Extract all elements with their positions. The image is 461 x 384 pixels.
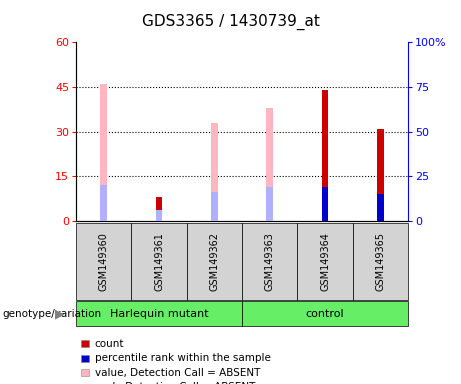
Text: GSM149364: GSM149364 — [320, 232, 330, 291]
Bar — [211, 122, 218, 221]
Text: percentile rank within the sample: percentile rank within the sample — [95, 353, 271, 363]
Bar — [156, 210, 162, 221]
Bar — [322, 90, 328, 221]
Bar — [156, 197, 162, 221]
Text: GDS3365 / 1430739_at: GDS3365 / 1430739_at — [142, 13, 319, 30]
Bar — [211, 192, 218, 221]
Bar — [377, 129, 384, 221]
Text: GSM149360: GSM149360 — [99, 232, 109, 291]
Text: GSM149361: GSM149361 — [154, 232, 164, 291]
Bar — [100, 185, 107, 221]
Text: value, Detection Call = ABSENT: value, Detection Call = ABSENT — [95, 368, 260, 378]
Bar — [156, 197, 162, 221]
Text: Harlequin mutant: Harlequin mutant — [110, 309, 208, 319]
Bar — [322, 187, 328, 221]
Text: GSM149362: GSM149362 — [209, 232, 219, 291]
Text: rank, Detection Call = ABSENT: rank, Detection Call = ABSENT — [95, 382, 255, 384]
Text: count: count — [95, 339, 124, 349]
Text: genotype/variation: genotype/variation — [2, 309, 101, 319]
Bar — [100, 84, 107, 221]
Text: ▶: ▶ — [55, 308, 65, 320]
Bar — [377, 194, 384, 221]
Bar — [266, 187, 273, 221]
Text: GSM149365: GSM149365 — [375, 232, 385, 291]
Bar — [266, 108, 273, 221]
Text: GSM149363: GSM149363 — [265, 232, 275, 291]
Text: control: control — [306, 309, 344, 319]
